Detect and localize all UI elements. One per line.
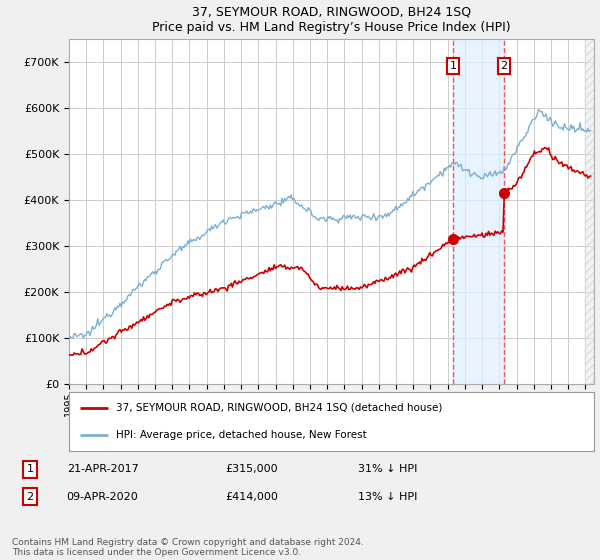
Text: 1: 1: [449, 61, 457, 71]
Bar: [453, 39, 504, 384]
Bar: [586, 39, 594, 384]
Text: 13% ↓ HPI: 13% ↓ HPI: [358, 492, 417, 502]
Title: 37, SEYMOUR ROAD, RINGWOOD, BH24 1SQ
Price paid vs. HM Land Registry’s House Pri: 37, SEYMOUR ROAD, RINGWOOD, BH24 1SQ Pri…: [152, 6, 511, 34]
Text: HPI: Average price, detached house, New Forest: HPI: Average price, detached house, New …: [116, 430, 367, 440]
Text: 1: 1: [26, 464, 34, 474]
Text: Contains HM Land Registry data © Crown copyright and database right 2024.
This d: Contains HM Land Registry data © Crown c…: [12, 538, 364, 557]
Text: 37, SEYMOUR ROAD, RINGWOOD, BH24 1SQ (detached house): 37, SEYMOUR ROAD, RINGWOOD, BH24 1SQ (de…: [116, 403, 443, 413]
Text: 21-APR-2017: 21-APR-2017: [67, 464, 139, 474]
Text: 09-APR-2020: 09-APR-2020: [67, 492, 139, 502]
Text: £414,000: £414,000: [225, 492, 278, 502]
Text: 2: 2: [26, 492, 34, 502]
Text: £315,000: £315,000: [225, 464, 278, 474]
Text: 2: 2: [500, 61, 508, 71]
Text: 31% ↓ HPI: 31% ↓ HPI: [358, 464, 417, 474]
